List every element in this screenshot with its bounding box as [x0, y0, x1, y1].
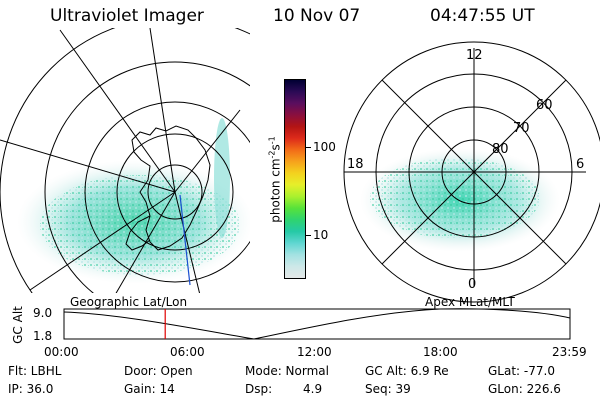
- info-seq: Seq: 39: [365, 382, 411, 396]
- terminator-line: [179, 194, 191, 286]
- info-dsp-label: Dsp:: [245, 382, 273, 396]
- mlt-label-12: 12: [466, 48, 483, 63]
- antarctica-coastline: [131, 125, 211, 251]
- mlt-label-18: 18: [347, 157, 364, 172]
- info-gain: Gain: 14: [124, 382, 175, 396]
- timeline-xtick-2: 12:00: [297, 345, 332, 359]
- instrument-title: Ultraviolet Imager: [50, 6, 204, 26]
- info-glat: GLat: -77.0: [488, 364, 555, 378]
- timeline-xtick-3: 18:00: [423, 345, 458, 359]
- timeline-right-label: Apex MLat/MLT: [425, 295, 515, 309]
- mlt-line-diag: [381, 79, 567, 265]
- info-filter: Flt: LBHL: [8, 364, 62, 378]
- lon-line: [59, 29, 176, 193]
- colorbar-tick: [306, 235, 311, 236]
- lat-circle: [44, 61, 250, 293]
- intensity-colorbar: [284, 79, 306, 279]
- aurora-arc-left: [214, 118, 230, 238]
- mlat-label-80: 80: [492, 142, 509, 157]
- mlat-label-70: 70: [513, 121, 530, 136]
- colorbar-tick-10: 10: [313, 228, 329, 242]
- lon-line: [29, 191, 176, 291]
- timeline-ytick-bottom: 1.8: [33, 329, 53, 343]
- lon-line: [174, 109, 241, 193]
- lon-line: [149, 28, 176, 193]
- time-label: 04:47:55 UT: [430, 6, 535, 26]
- info-glon: GLon: 226.6: [488, 382, 561, 396]
- timeline-frame: [63, 308, 571, 340]
- colorbar-tick-100: 100: [313, 140, 336, 154]
- info-mode: Mode: Normal: [245, 364, 329, 378]
- right-polar-group: [343, 41, 600, 303]
- date-label: 10 Nov 07: [273, 6, 361, 26]
- mlat-label-60: 60: [536, 98, 553, 113]
- info-gc-alt: GC Alt: 6.9 Re: [365, 364, 449, 378]
- info-dsp-value: 4.9: [303, 382, 323, 396]
- lat-circle: [84, 101, 250, 283]
- mlt-label-6: 6: [576, 157, 585, 172]
- lon-line: [174, 191, 201, 293]
- lat-circle: [147, 164, 203, 220]
- peninsula-coastline: [125, 215, 151, 251]
- altitude-curve: [63, 308, 571, 340]
- lat-circle: [116, 133, 234, 251]
- info-ip: IP: 36.0: [8, 382, 54, 396]
- mlt-label-0: 0: [468, 277, 477, 292]
- colorbar-tick: [306, 147, 311, 148]
- timeline-left-label: Geographic Lat/Lon: [70, 295, 188, 309]
- left-map-group: [0, 28, 250, 293]
- timeline-xtick-1: 06:00: [170, 345, 205, 359]
- timeline-ytick-top: 9.0: [33, 306, 53, 320]
- timeline-xtick-4: 23:59: [552, 345, 587, 359]
- info-door: Door: Open: [124, 364, 193, 378]
- timeline-xtick-0: 00:00: [44, 345, 79, 359]
